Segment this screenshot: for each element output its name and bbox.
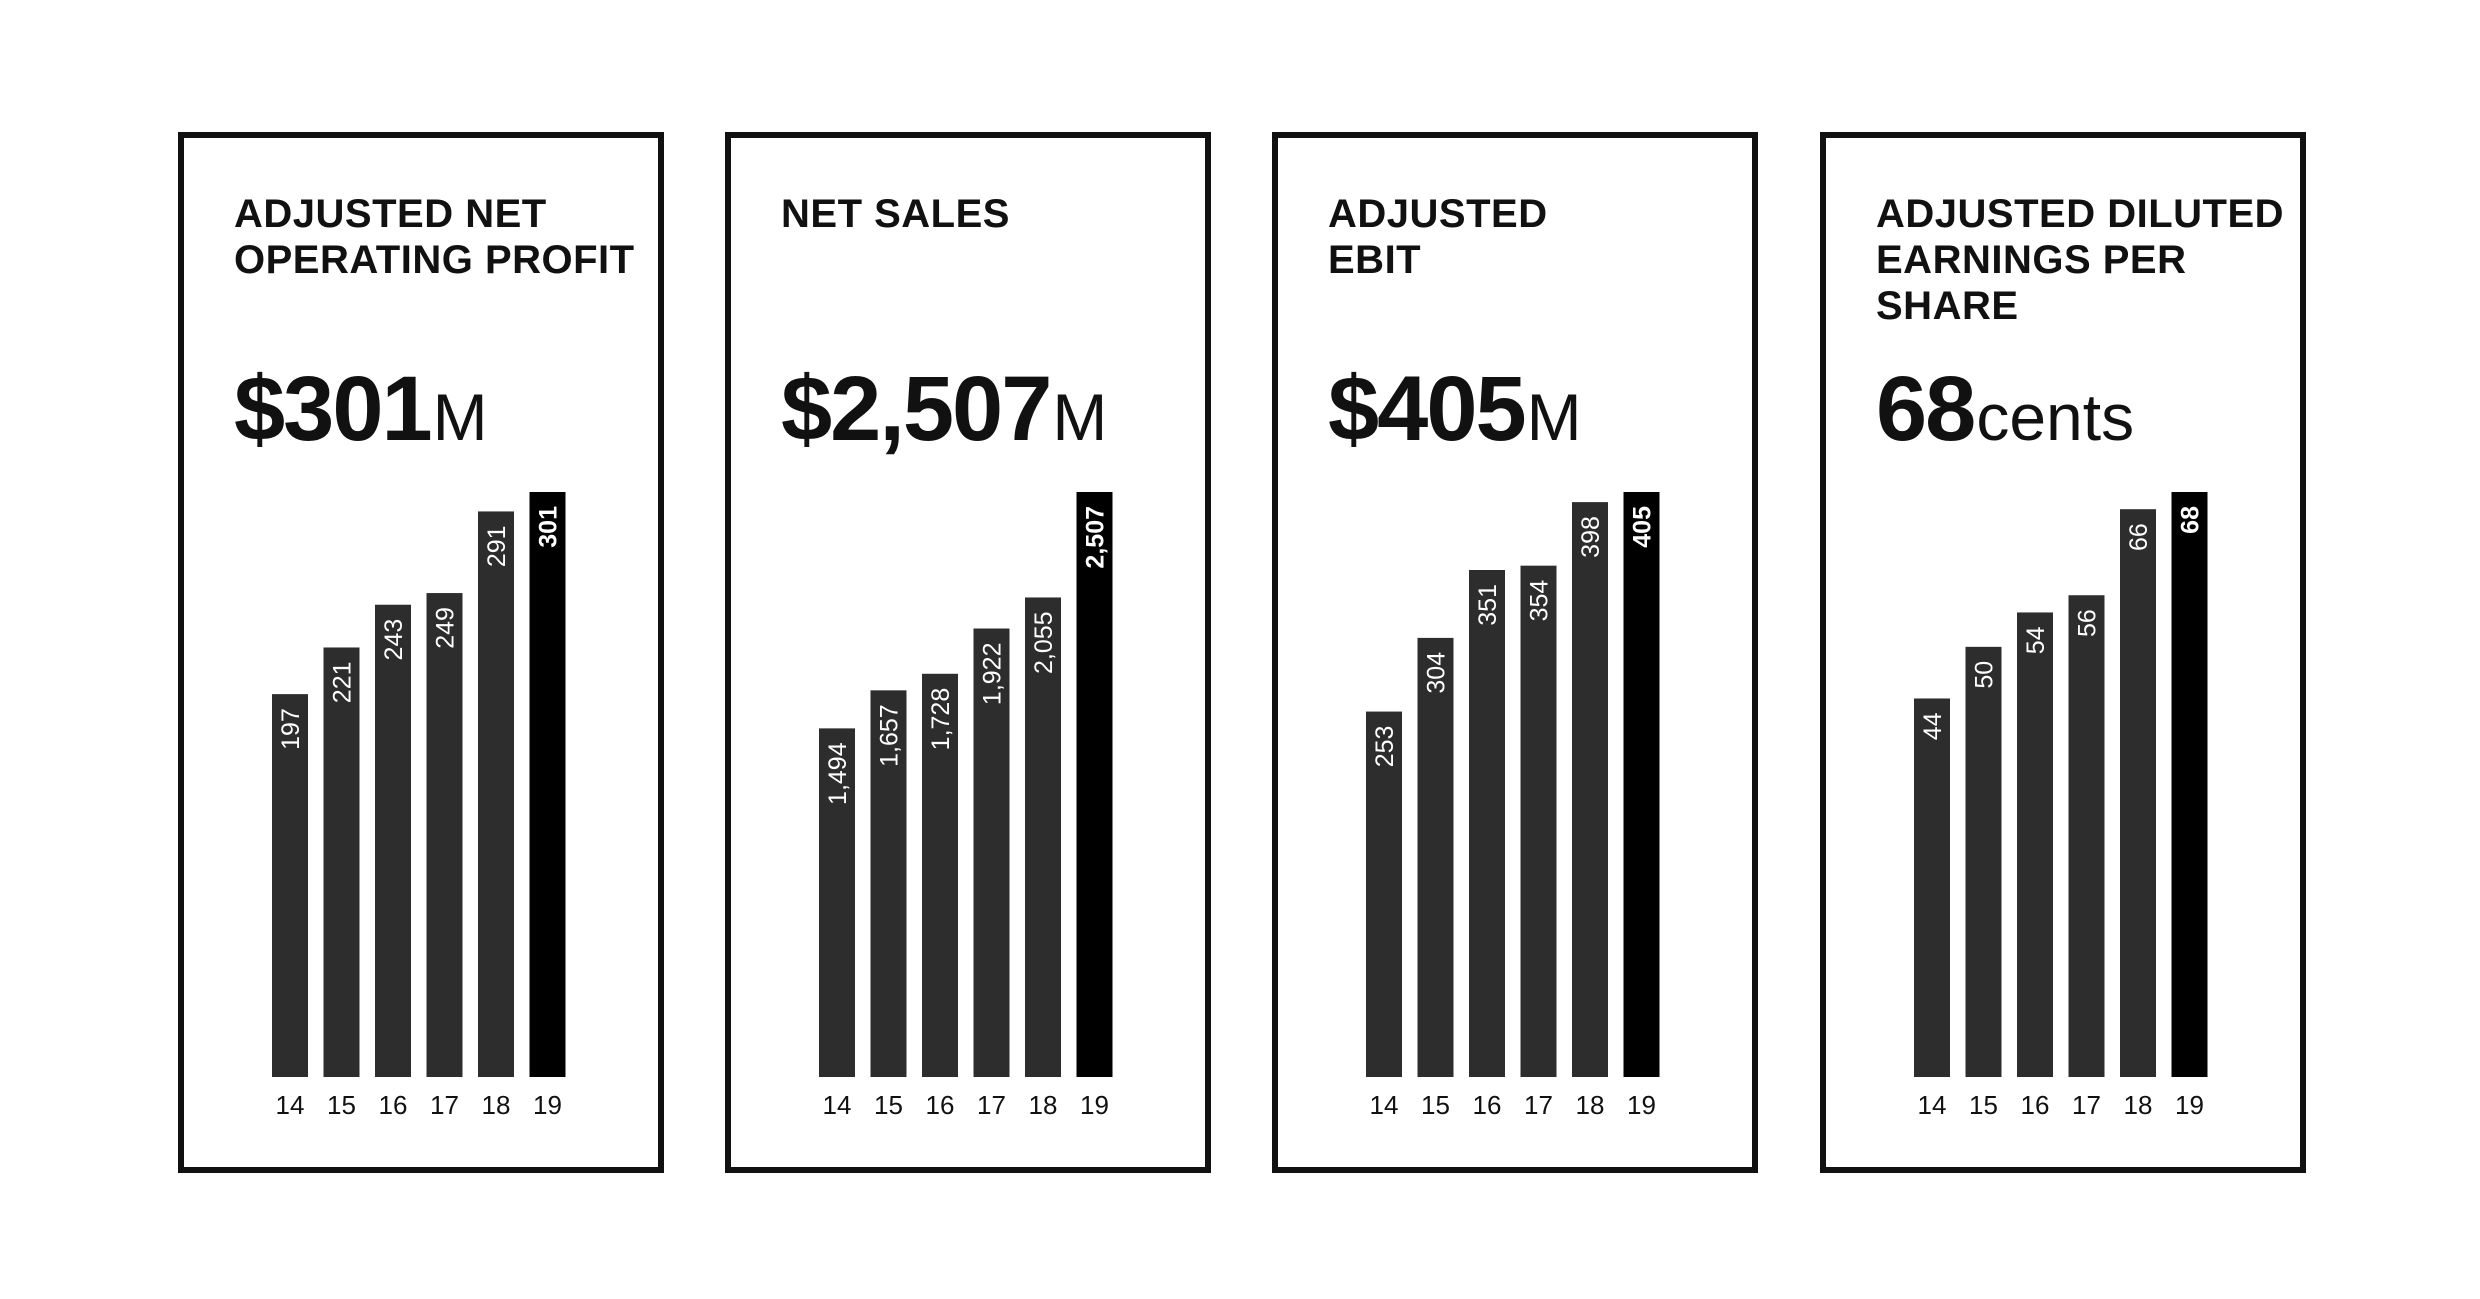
x-tick-label: 17 — [2072, 1090, 2101, 1120]
bar-value-label: 44 — [1919, 712, 1947, 740]
card-title: ADJUSTED DILUTED EARNINGS PER SHARE — [1876, 192, 2285, 328]
headline-value: $2,507M — [781, 363, 1107, 455]
card-title: ADJUSTED NET OPERATING PROFIT — [234, 192, 635, 282]
bar-18 — [2120, 509, 2156, 1077]
bar-15 — [870, 690, 907, 1077]
bar-14 — [819, 728, 855, 1077]
x-tick-label: 19 — [2175, 1090, 2204, 1120]
x-tick-label: 14 — [823, 1090, 852, 1120]
bar-14 — [1366, 711, 1402, 1077]
headline-unit: cents — [1976, 380, 2135, 454]
x-tick-label: 19 — [1080, 1090, 1109, 1120]
x-tick-label: 19 — [1627, 1090, 1656, 1120]
bar-value-label: 253 — [1371, 726, 1399, 768]
x-tick-label: 17 — [977, 1090, 1006, 1120]
x-tick-label: 16 — [1473, 1090, 1502, 1120]
bar-19 — [2171, 492, 2208, 1077]
bar-value-label: 243 — [380, 619, 408, 661]
bar-chart: 197 14 221 15 243 16 249 17 291 18 301 19 — [272, 492, 566, 1120]
bar-value-label: 50 — [1971, 661, 1999, 689]
bar-17 — [1520, 565, 1557, 1077]
headline-value: $405M — [1328, 363, 1582, 455]
x-tick-label: 18 — [482, 1090, 511, 1120]
headline-unit: M — [1052, 380, 1108, 454]
x-tick-label: 15 — [327, 1090, 356, 1120]
bar-value-label: 2,055 — [1030, 611, 1058, 674]
bar-19 — [1076, 492, 1113, 1077]
x-tick-label: 15 — [1969, 1090, 1998, 1120]
bar-value-label: 1,728 — [927, 688, 955, 751]
x-tick-label: 18 — [2124, 1090, 2153, 1120]
x-tick-label: 14 — [1370, 1090, 1399, 1120]
x-tick-label: 16 — [2021, 1090, 2050, 1120]
x-tick-label: 16 — [926, 1090, 955, 1120]
x-tick-label: 18 — [1029, 1090, 1058, 1120]
bar-value-label: 249 — [432, 607, 460, 649]
bar-value-label: 54 — [2022, 626, 2050, 654]
bar-18 — [1572, 502, 1608, 1078]
headline-unit: M — [1526, 380, 1582, 454]
bar-chart: 1,494 14 1,657 15 1,728 16 1,922 17 2,055 18 2,507… — [819, 492, 1113, 1120]
bar-16 — [375, 604, 411, 1077]
kpi-card-net-sales: NET SALES $2,507M 1,494 14 1,657 15 1,728 16 1… — [725, 132, 1211, 1173]
x-tick-label: 14 — [276, 1090, 305, 1120]
bar-value-label: 221 — [329, 661, 357, 703]
bar-16 — [1469, 570, 1505, 1077]
headline-number: $2,507 — [781, 358, 1052, 460]
bar-value-label: 1,657 — [876, 704, 904, 767]
bar-19 — [529, 492, 566, 1077]
bar-value-label: 354 — [1526, 580, 1554, 622]
bar-value-label: 1,922 — [979, 643, 1007, 706]
bar-value-label: 301 — [535, 506, 563, 548]
bar-17 — [426, 593, 463, 1077]
x-tick-label: 16 — [379, 1090, 408, 1120]
bar-value-label: 197 — [277, 708, 305, 750]
kpi-card-adjusted-diluted-eps: ADJUSTED DILUTED EARNINGS PER SHARE 68ce… — [1820, 132, 2306, 1173]
bar-14 — [272, 694, 308, 1077]
bar-19 — [1623, 492, 1660, 1077]
headline-value: $301M — [234, 363, 488, 455]
bar-value-label: 1,494 — [824, 742, 852, 805]
bar-18 — [1025, 597, 1061, 1077]
bar-16 — [922, 673, 958, 1077]
x-tick-label: 17 — [1524, 1090, 1553, 1120]
x-tick-label: 18 — [1576, 1090, 1605, 1120]
x-tick-label: 14 — [1918, 1090, 1947, 1120]
bar-14 — [1914, 698, 1950, 1077]
bar-value-label: 66 — [2125, 523, 2153, 551]
bar-value-label: 304 — [1423, 652, 1451, 694]
headline-number: $405 — [1328, 358, 1527, 460]
kpi-card-adjusted-ebit: ADJUSTED EBIT $405M 253 14 304 15 351 16 354 17… — [1272, 132, 1758, 1173]
kpi-card-adjusted-net-operating-profit: ADJUSTED NET OPERATING PROFIT $301M 197 1… — [178, 132, 664, 1173]
headline-number: 68 — [1876, 358, 1976, 460]
card-title: ADJUSTED EBIT — [1328, 192, 1548, 282]
headline-number: $301 — [234, 358, 433, 460]
bar-value-label: 405 — [1629, 506, 1657, 548]
x-tick-label: 19 — [533, 1090, 562, 1120]
bar-18 — [478, 511, 514, 1078]
bar-value-label: 351 — [1474, 584, 1502, 626]
bar-15 — [323, 647, 360, 1077]
x-tick-label: 15 — [874, 1090, 903, 1120]
bar-17 — [2068, 595, 2105, 1077]
bar-15 — [1417, 637, 1454, 1077]
x-tick-label: 15 — [1421, 1090, 1450, 1120]
headline-value: 68cents — [1876, 363, 2134, 455]
x-tick-label: 17 — [430, 1090, 459, 1120]
headline-unit: M — [432, 380, 488, 454]
bar-value-label: 68 — [2177, 506, 2205, 534]
bar-15 — [1965, 646, 2002, 1077]
card-title: NET SALES — [781, 192, 1010, 236]
bar-chart: 44 14 50 15 54 16 56 17 66 18 68 19 — [1914, 492, 2208, 1120]
bar-value-label: 291 — [483, 525, 511, 567]
bar-chart: 253 14 304 15 351 16 354 17 398 18 405 19 — [1366, 492, 1660, 1120]
bar-value-label: 398 — [1577, 516, 1605, 558]
bar-value-label: 2,507 — [1082, 506, 1110, 569]
bar-value-label: 56 — [2074, 609, 2102, 637]
bar-17 — [973, 628, 1010, 1077]
bar-16 — [2017, 612, 2053, 1077]
